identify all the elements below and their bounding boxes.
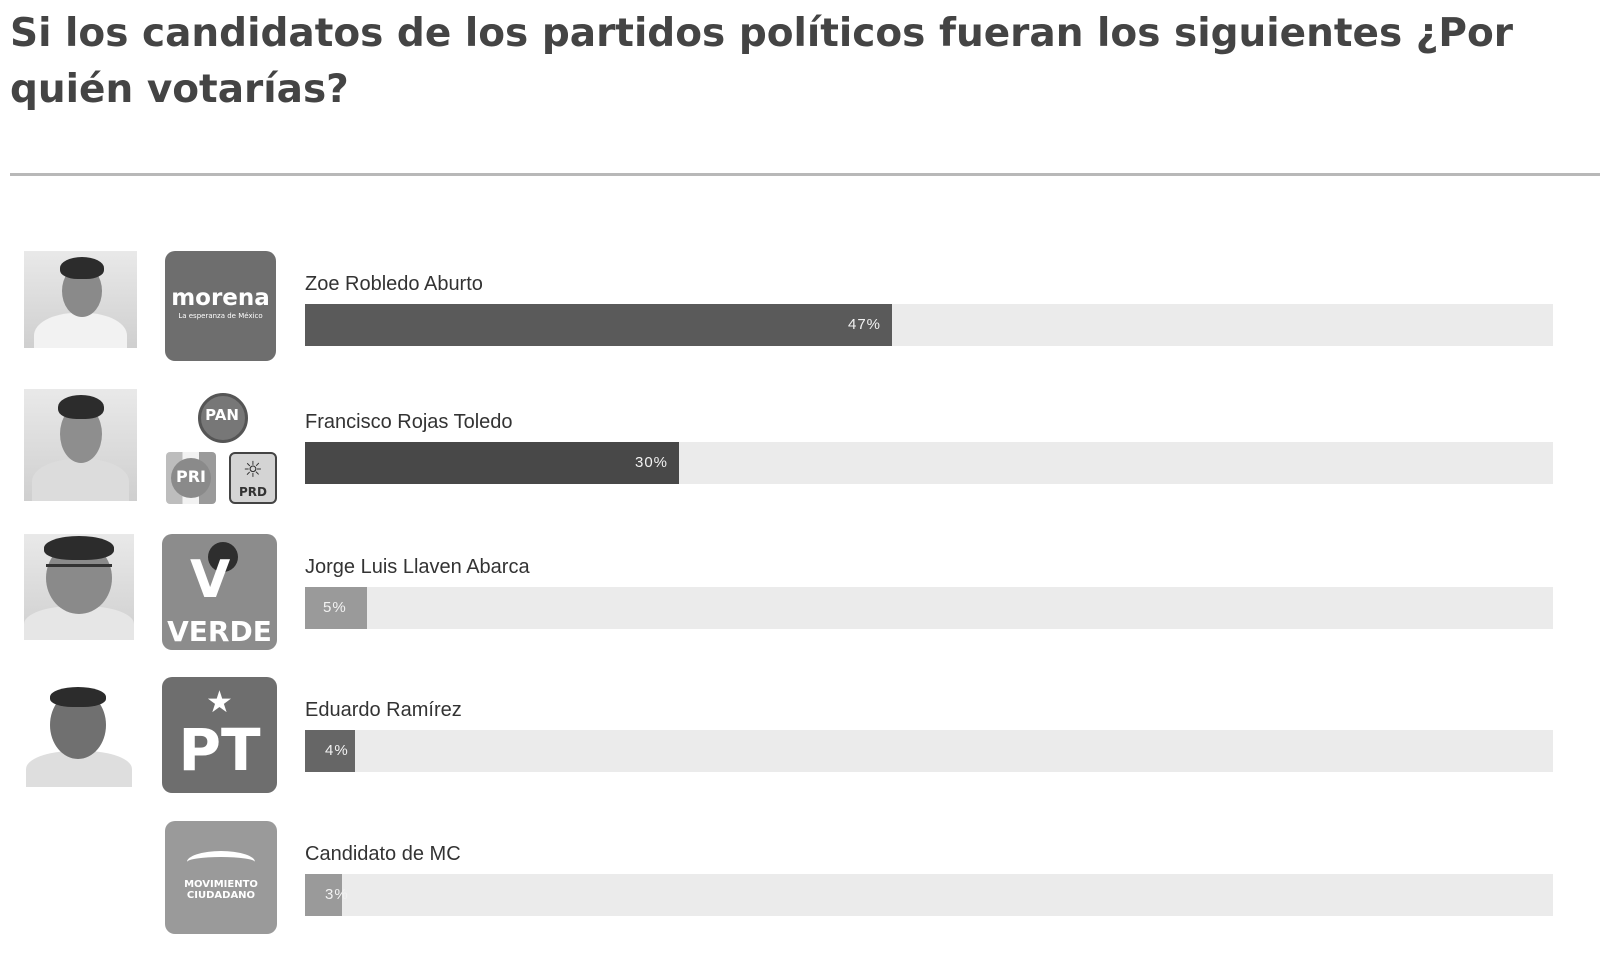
movimiento-ciudadano-logo: MOVIMIENTO CIUDADANO [165,821,277,934]
bar-fill [305,304,892,346]
morena-logo: morena La esperanza de México [165,251,276,361]
candidate-row: ★ PT Eduardo Ramírez 4% [0,677,1600,793]
bar-track: 5% [305,587,1553,629]
bar-value-label: 3% [325,886,349,903]
prd-logo: ☼ PRD [229,452,277,504]
candidate-photo [24,534,134,640]
star-icon: ★ [206,685,233,720]
candidate-row: morena La esperanza de México Zoe Robled… [0,251,1600,361]
bar-value-label: 47% [848,316,882,333]
bar-track: 30% [305,442,1553,484]
candidate-photo [24,389,137,501]
eagle-icon [187,851,255,873]
candidate-name: Jorge Luis Llaven Abarca [305,556,530,578]
logo-text: PRD [239,485,267,499]
bar-track: 3% [305,874,1553,916]
logo-subtext: La esperanza de México [178,312,263,320]
bar-fill [305,730,355,772]
sun-icon: ☼ [243,458,263,483]
bar-fill [305,587,367,629]
pan-logo: PAN [196,391,248,443]
candidate-name: Eduardo Ramírez [305,699,462,721]
candidate-name: Candidato de MC [305,843,461,865]
logo-text: PRI [176,467,206,486]
logo-text: VERDE [167,615,272,648]
candidate-row: MOVIMIENTO CIUDADANO Candidato de MC 3% [0,821,1600,935]
bar-track: 47% [305,304,1553,346]
bar-value-label: 30% [635,454,669,471]
logo-text: PT [178,716,261,784]
candidate-row: V VERDE Jorge Luis Llaven Abarca 5% [0,534,1600,650]
candidate-photo [24,251,137,348]
chart-title: Si los candidatos de los partidos políti… [10,11,1513,112]
bar-value-label: 5% [323,599,347,616]
logo-text: PAN [205,406,239,424]
candidate-name: Zoe Robledo Aburto [305,273,483,295]
candidate-photo [24,685,134,787]
bar-fill [305,874,342,916]
bar-value-label: 4% [325,742,349,759]
bar-fill [305,442,679,484]
pt-logo: ★ PT [162,677,277,793]
logo-text: MOVIMIENTO CIUDADANO [184,879,258,901]
toucan-icon [208,542,238,572]
logo-text: morena [171,285,270,311]
bar-track: 4% [305,730,1553,772]
v-check-icon: V [190,550,231,610]
candidate-row: PAN PRI ☼ PRD Francisco Rojas Toledo 30% [0,389,1600,507]
candidate-name: Francisco Rojas Toledo [305,411,513,433]
pri-logo: PRI [166,452,216,504]
verde-logo: V VERDE [162,534,277,650]
divider [10,173,1600,176]
